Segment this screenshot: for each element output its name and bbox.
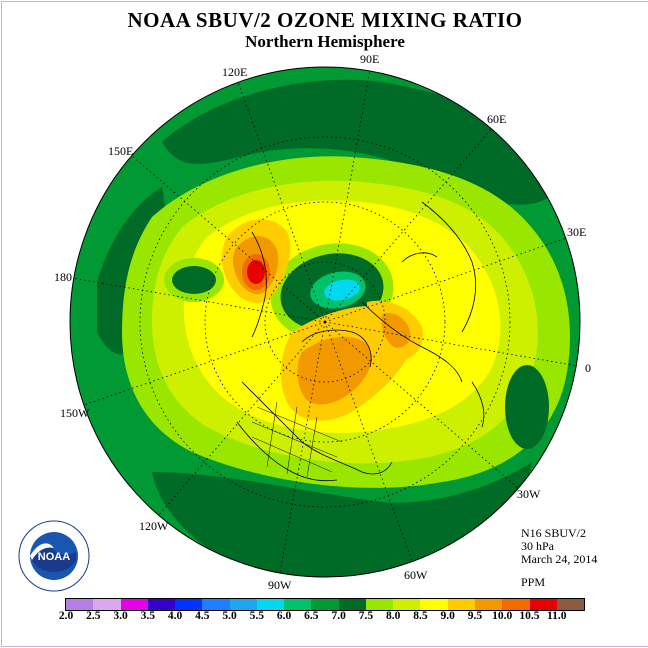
colorbar-cell	[66, 599, 94, 610]
coastlines	[236, 201, 485, 482]
state-borders	[251, 401, 343, 478]
label-150w: 150W	[60, 406, 90, 420]
colorbar-cell	[256, 599, 285, 610]
colorbar-tick-label: 5.0	[222, 610, 237, 622]
pressure-label: 30 hPa	[521, 539, 554, 553]
label-120w: 120W	[139, 519, 169, 533]
colorbar-tick-label: 7.0	[331, 610, 346, 622]
colorbar-tick-label: 10.5	[519, 610, 540, 622]
colorbar-tick-label: 4.5	[195, 610, 210, 622]
colorbar-cell	[502, 599, 530, 610]
noaa-logo: NOAA	[18, 520, 90, 592]
colorbar-cell	[147, 599, 176, 610]
high-9-5-america	[297, 336, 372, 405]
patch-7-0-east	[505, 365, 549, 449]
colorbar-cell	[175, 599, 203, 610]
label-60w: 60W	[404, 568, 428, 582]
colorbar-cell	[229, 599, 257, 610]
colorbar-cell	[556, 599, 585, 610]
colorbar-tick-label: 6.0	[276, 610, 292, 622]
label-120e: 120E	[222, 65, 248, 79]
vortex-5-5	[324, 279, 360, 301]
colorbar-cell	[365, 599, 394, 610]
colorbar-tick-label: 5.5	[249, 610, 265, 622]
colorbar-cell	[338, 599, 366, 610]
colorbar-tick-label: 2.5	[86, 610, 101, 622]
colorbar-tick-label: 3.0	[113, 610, 128, 622]
colorbar-tick-label: 3.5	[140, 610, 155, 622]
label-60e: 60E	[487, 112, 507, 126]
label-0: 0	[585, 361, 591, 375]
logo-text: NOAA	[38, 551, 70, 563]
colorbar-cell	[474, 599, 503, 610]
label-180: 180	[54, 270, 72, 284]
colorbar-cell	[284, 599, 312, 610]
colorbar-cell	[202, 599, 230, 610]
colorbar-tick-label: 7.5	[358, 610, 374, 622]
date-label: March 24, 2014	[521, 552, 598, 566]
figure-title: NOAA SBUV/2 OZONE MIXING RATIO	[127, 8, 523, 32]
patch-7-0-west-inner	[172, 266, 216, 294]
latitude-circles	[139, 136, 511, 508]
label-90w: 90W	[268, 578, 292, 592]
label-150e: 150E	[108, 144, 134, 158]
high-10-5	[247, 260, 265, 284]
colorbar-cell	[420, 599, 448, 610]
field-band-7-0-north	[162, 79, 562, 205]
colorbar-tick-label: 11.0	[546, 610, 567, 622]
colorbar-tick-label: 10.0	[492, 610, 513, 622]
colorbar-cell	[447, 599, 475, 610]
colorbar-tick-label: 8.5	[413, 610, 428, 622]
colorbar-tick-label: 4.0	[167, 610, 183, 622]
figure-subtitle: Northern Hemisphere	[245, 32, 405, 51]
colorbar-labels: 2.0 2.5 3.0 3.5 4.0 4.5 5.0 5.5 6.0 6.5 7.0 7.5 8.0 8…	[2, 610, 648, 624]
colorbar-cell	[529, 599, 557, 610]
meridians	[71, 69, 579, 574]
colorbar-tick-label: 6.5	[304, 610, 319, 622]
satellite-label: N16 SBUV/2	[521, 526, 587, 540]
units-label: PPM	[521, 575, 546, 589]
colorbar-tick-label: 8.0	[385, 610, 401, 622]
label-30w: 30W	[517, 487, 541, 501]
colorbar-cell	[120, 599, 148, 610]
colorbar-tick-label: 9.5	[467, 610, 483, 622]
label-90e: 90E	[360, 52, 380, 66]
colorbar-cell	[93, 599, 121, 610]
map-boundary	[69, 66, 581, 578]
colorbar-cell	[311, 599, 339, 610]
label-30e: 30E	[567, 225, 587, 239]
colorbar-cell	[393, 599, 421, 610]
high-9-5-europe	[381, 312, 411, 348]
colorbar	[65, 598, 585, 611]
colorbar-tick-label: 2.0	[58, 610, 74, 622]
colorbar-tick-label: 9.0	[440, 610, 455, 622]
